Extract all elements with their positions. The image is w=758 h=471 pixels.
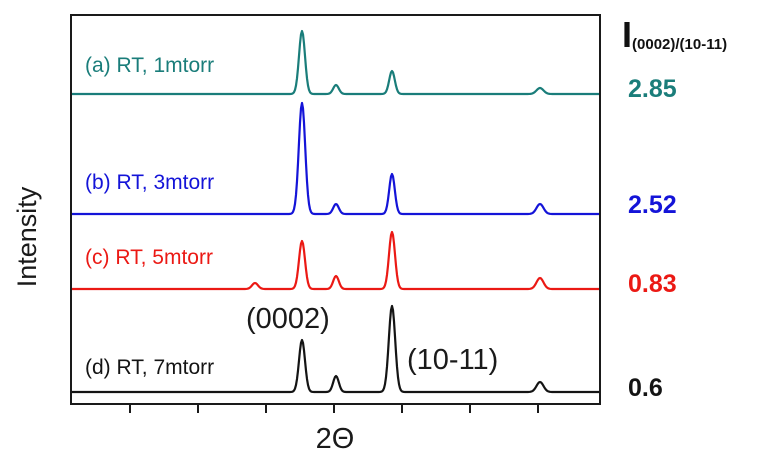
x-axis-tick <box>469 405 471 413</box>
series-label-c: (c) RT, 5mtorr <box>85 246 213 269</box>
ratio-column-header: I(0002)/(10-11) <box>622 14 727 56</box>
series-label-b: (b) RT, 3mtorr <box>85 171 215 194</box>
x-axis-tick <box>129 405 131 413</box>
x-axis-tick <box>401 405 403 413</box>
x-axis-label: 2Θ <box>315 423 355 455</box>
peak-annotation-0002: (0002) <box>246 303 330 335</box>
xrd-curve <box>72 304 599 394</box>
xrd-curve <box>72 230 599 291</box>
series-label-d: (d) RT, 7mtorr <box>85 356 215 379</box>
ratio-value-c: 0.83 <box>628 270 677 298</box>
ratio-value-a: 2.85 <box>628 75 677 103</box>
y-axis-label: Intensity <box>12 186 42 288</box>
ratio-value-d: 0.6 <box>628 374 663 402</box>
x-axis-tick <box>265 405 267 413</box>
series-label-a: (a) RT, 1mtorr <box>85 54 215 77</box>
xrd-curves-canvas <box>72 29 599 394</box>
ratio-header-subscript: (0002)/(10-11) <box>632 36 728 53</box>
xrd-curve <box>72 29 599 96</box>
peak-annotation-10-11: (10-11) <box>407 344 499 376</box>
x-axis-tick <box>537 405 539 413</box>
ratio-header-symbol: I <box>622 14 633 55</box>
x-axis-tick <box>333 405 335 413</box>
plot-area <box>70 14 601 405</box>
x-axis-tick <box>197 405 199 413</box>
ratio-value-b: 2.52 <box>628 191 677 219</box>
xrd-curve <box>72 101 599 216</box>
